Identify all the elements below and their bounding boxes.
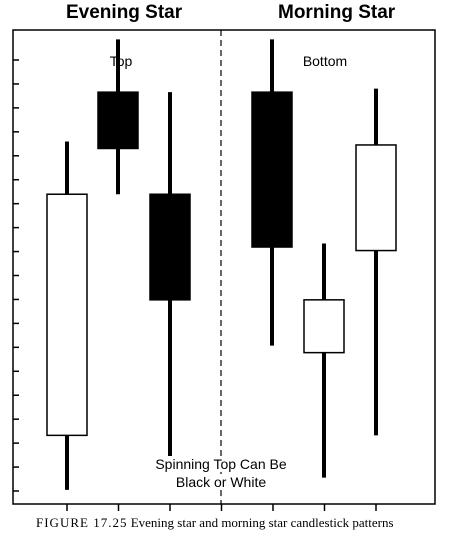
spinning-top-label-line2: Black or White (141, 474, 301, 490)
y-axis-ticks (13, 59, 19, 492)
black-candle-body (97, 91, 139, 150)
top-label: Top (109, 53, 133, 69)
figure-label: FIGURE 17.25 (36, 515, 128, 530)
x-axis-ticks (66, 504, 377, 511)
chart-frame (12, 29, 436, 505)
black-candle-body (251, 91, 293, 248)
caption-text: Evening star and morning star candlestic… (130, 515, 394, 530)
black-candle-body (149, 193, 191, 301)
evening-star-title: Evening Star (66, 2, 183, 23)
white-candle-body (46, 193, 88, 437)
spinning-top-label-line1: Spinning Top Can Be (121, 456, 321, 472)
white-candle-body (355, 144, 397, 252)
morning-star-title: Morning Star (278, 2, 396, 23)
figure-caption: FIGURE 17.25 Evening star and morning st… (36, 515, 394, 531)
bottom-label: Bottom (302, 53, 348, 69)
white-candle-body (303, 299, 345, 354)
candles (46, 39, 397, 490)
